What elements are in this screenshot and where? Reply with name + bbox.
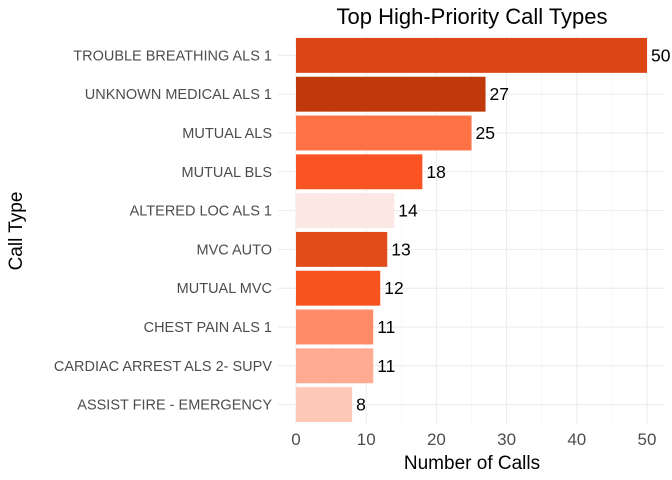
- x-tick-labels: 0 10 20 30 40 50: [291, 430, 656, 449]
- data-label: 12: [384, 278, 403, 298]
- category-labels: TROUBLE BREATHING ALS 1 UNKNOWN MEDICAL A…: [54, 48, 272, 413]
- x-tick-label: 50: [638, 430, 657, 449]
- category-label: MUTUAL MVC: [177, 281, 272, 297]
- category-label: MVC AUTO: [197, 242, 272, 258]
- chart-title: Top High-Priority Call Types: [336, 4, 607, 29]
- category-label: TROUBLE BREATHING ALS 1: [73, 48, 272, 64]
- x-tick-label: 30: [497, 430, 516, 449]
- bars: [296, 37, 647, 423]
- bar: [296, 154, 423, 190]
- data-label: 27: [490, 84, 509, 104]
- x-tick-label: 40: [567, 430, 586, 449]
- category-label: CARDIAC ARREST ALS 2- SUPV: [54, 359, 272, 375]
- bar: [296, 37, 647, 73]
- data-label: 13: [391, 239, 410, 259]
- y-axis-title: Call Type: [6, 192, 27, 271]
- bar: [296, 231, 388, 267]
- data-label: 25: [476, 123, 495, 143]
- category-label: MUTUAL ALS: [182, 126, 272, 142]
- bar: [296, 270, 381, 306]
- bar: [296, 387, 353, 423]
- x-tick-label: 20: [427, 430, 446, 449]
- category-label: CHEST PAIN ALS 1: [144, 320, 272, 336]
- category-label: UNKNOWN MEDICAL ALS 1: [85, 87, 272, 103]
- x-tick-label: 10: [357, 430, 376, 449]
- bar: [296, 115, 472, 151]
- data-label: 18: [426, 162, 445, 182]
- data-label: 11: [377, 356, 395, 376]
- data-label: 8: [356, 395, 366, 415]
- category-label: MUTUAL BLS: [181, 165, 272, 181]
- data-label: 14: [398, 201, 418, 221]
- data-label: 11: [377, 317, 395, 337]
- data-label: 50: [651, 45, 671, 65]
- bar: [296, 309, 374, 345]
- x-axis-title: Number of Calls: [404, 453, 540, 474]
- bar: [296, 348, 374, 384]
- data-labels: 50 27 25 18 14 13 12 11 11 8: [356, 45, 671, 414]
- bar: [296, 193, 395, 229]
- category-label: ASSIST FIRE - EMERGENCY: [77, 398, 272, 414]
- bar: [296, 76, 486, 112]
- x-tick-label: 0: [291, 430, 300, 449]
- category-label: ALTERED LOC ALS 1: [130, 204, 272, 220]
